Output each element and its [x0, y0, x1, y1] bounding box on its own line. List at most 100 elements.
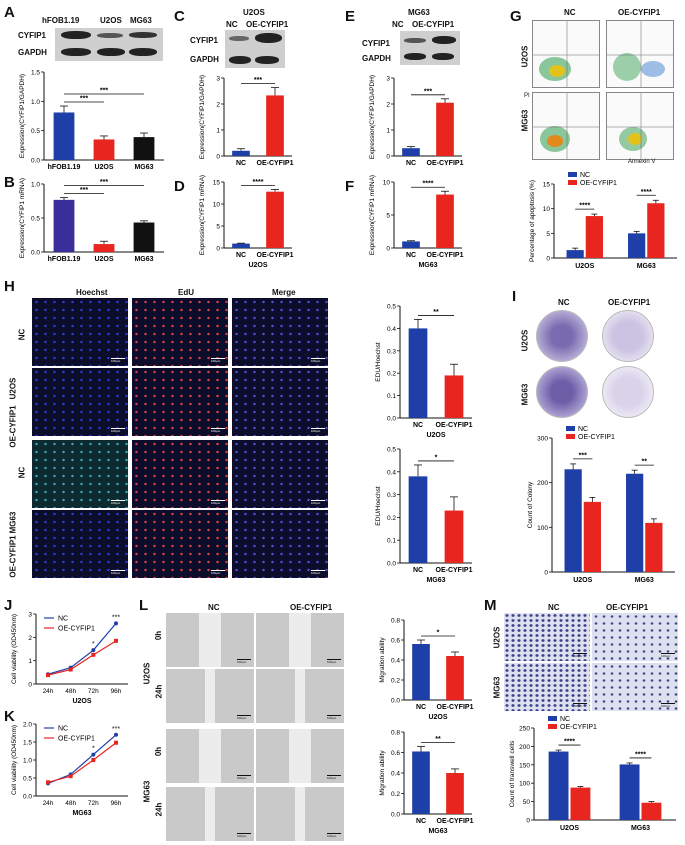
significance-label: ***	[579, 452, 587, 459]
x-tick-label: OE-CYFIP1	[257, 252, 294, 259]
legend-swatch	[568, 172, 577, 177]
fluorescence-image: 100μm	[232, 368, 328, 436]
fluorescence-image: 100μm	[132, 298, 228, 366]
panel-c-blot: U2OS NC OE-CYFIP1 CYFIP1 GAPDH	[190, 8, 290, 70]
data-point	[68, 774, 73, 779]
chart-i: 0 100 200 300 Count of Colony U2OS *** MG63 ** NC…	[527, 426, 675, 584]
blot-cell-label: U2OS	[243, 8, 265, 17]
bar	[566, 250, 584, 258]
bar	[232, 243, 250, 248]
y-tick-label: 0.6	[391, 750, 400, 757]
legend-label: OE-CYFIP1	[560, 724, 597, 731]
wound-image: 100μm	[256, 729, 344, 783]
wound-image: 100μm	[256, 669, 344, 723]
y-tick-label: 0.3	[387, 348, 396, 355]
row-label: NC	[17, 328, 27, 341]
y-tick-label: 0.2	[391, 678, 400, 685]
significance-label: *	[435, 454, 438, 461]
scale-bar: 100μm	[111, 358, 125, 363]
scale-bar: 100μm	[111, 428, 125, 433]
x-axis-label: U2OS	[428, 714, 447, 721]
y-tick-label: 0	[386, 246, 390, 253]
legend-swatch	[568, 180, 577, 185]
group-label: U2OS	[8, 377, 18, 400]
y-axis-label: Expression(CYFIP1 mRNA)	[369, 175, 376, 255]
scale-bar: 100μm	[327, 715, 341, 720]
y-tick-label: 3	[386, 76, 390, 83]
y-tick-label: 0.0	[387, 561, 396, 568]
y-tick-label: 2	[28, 635, 32, 642]
y-tick-label: 0	[216, 246, 220, 253]
y-tick-label: 0.5	[31, 216, 40, 223]
chart-g: 0 5 10 15 Percentage of apoptosis (%) U2OS ***…	[529, 172, 677, 270]
colony-dish	[536, 310, 588, 362]
y-tick-label: 0.5	[23, 776, 32, 783]
panel-label-f: F	[345, 178, 355, 195]
time-label: 24h	[154, 802, 164, 817]
flow-plot	[532, 92, 600, 160]
y-tick-label: 200	[537, 480, 548, 487]
panel-label-j: J	[4, 597, 13, 614]
significance-label: ****	[564, 739, 575, 746]
y-tick-label: 0.3	[387, 492, 396, 499]
legend-label: NC	[58, 616, 68, 623]
wound-image: 100μm	[256, 787, 344, 841]
y-tick-label: 0.5	[387, 304, 396, 311]
x-tick-label: 72h	[88, 800, 99, 807]
chart-b: 0.0 0.5 1.0 Expression(CYFIP1 mRNA) hFOB1.19…	[19, 178, 164, 263]
series-line	[47, 640, 117, 676]
fluorescence-image: 100μm	[132, 368, 228, 436]
bar	[647, 203, 665, 258]
x-tick-label: NC	[416, 818, 426, 825]
bar	[408, 476, 428, 563]
y-tick-label: 5	[386, 213, 390, 220]
data-point	[46, 780, 50, 785]
y-tick-label: 0.1	[387, 538, 396, 545]
western-blot-image	[400, 31, 460, 65]
bar	[619, 764, 640, 820]
significance-label: *	[92, 746, 95, 753]
x-tick-label: OE-CYFIP1	[436, 422, 473, 429]
fluorescence-image: 100μm	[32, 368, 128, 436]
y-tick-label: 3	[216, 76, 220, 83]
col-label: OE-CYFIP1	[606, 603, 649, 612]
data-point	[68, 667, 73, 672]
x-axis-label: MG63	[418, 262, 437, 269]
x-axis-label: U2OS	[426, 432, 445, 439]
significance-label: ***	[100, 88, 108, 95]
significance-label: **	[435, 736, 441, 743]
x-tick-label: OE-CYFIP1	[427, 252, 464, 259]
lane-label: MG63	[130, 16, 152, 25]
x-axis-label: U2OS	[72, 698, 91, 705]
group-label: U2OS	[142, 662, 152, 685]
bar	[402, 148, 420, 156]
y-axis-label: Expression(CYFIP1 mRNA)	[19, 178, 26, 258]
transwell-image: 100μm	[592, 613, 678, 661]
row-label: U2OS	[492, 626, 502, 649]
y-tick-label: 1	[216, 128, 220, 135]
chart-f: 0 5 10 Expression(CYFIP1 mRNA) NC OE-CYFIP1 **…	[369, 175, 464, 269]
y-axis-label: Expression(CYFIP1/GAPDH)	[369, 75, 376, 159]
y-tick-label: 0.1	[387, 393, 396, 400]
protein-label: GAPDH	[190, 55, 219, 64]
protein-label: CYFIP1	[190, 36, 219, 45]
scale-bar: 100μm	[573, 703, 587, 708]
x-tick-label: 24h	[43, 800, 54, 807]
bar	[436, 194, 454, 248]
y-axis-label: Expression(CYFIP1/GAPDH)	[19, 74, 26, 158]
bar	[436, 102, 454, 156]
x-tick-label: hFOB1.19	[48, 256, 81, 263]
scale-bar: 100μm	[211, 570, 225, 575]
bar	[408, 328, 428, 418]
x-tick-label: 24h	[43, 688, 54, 695]
legend-label: OE-CYFIP1	[578, 434, 615, 441]
group-label: MG63	[142, 780, 152, 803]
x-tick-label: U2OS	[94, 256, 113, 263]
western-blot-image	[55, 28, 163, 61]
panel-a-blot: hFOB1.19 U2OS MG63 CYFIP1 GAPDH	[18, 2, 168, 64]
fluorescence-image: 100μm	[32, 440, 128, 508]
panel-e-blot: MG63 NC OE-CYFIP1 CYFIP1 GAPDH	[362, 8, 462, 70]
row-label: U2OS	[520, 329, 530, 352]
x-tick-label: MG63	[637, 263, 656, 270]
scale-bar: 100μm	[661, 653, 675, 658]
